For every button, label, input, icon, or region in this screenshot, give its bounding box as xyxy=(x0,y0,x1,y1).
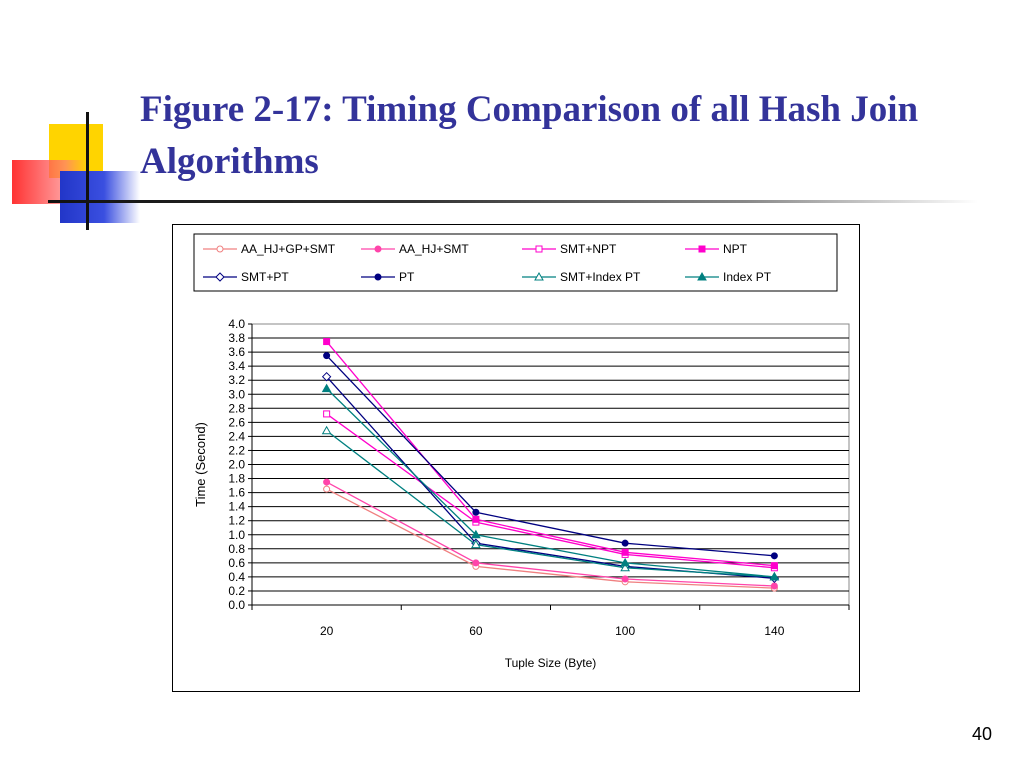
legend-marker xyxy=(216,245,224,253)
data-point xyxy=(323,338,331,346)
data-point xyxy=(321,425,332,435)
data-point xyxy=(321,383,332,393)
data-point xyxy=(323,478,331,486)
y-tick-label: 3.0 xyxy=(228,387,245,401)
data-point xyxy=(471,529,481,539)
y-tick-label: 2.8 xyxy=(228,401,245,415)
legend-label: SMT+PT xyxy=(241,270,289,284)
data-point xyxy=(620,557,630,567)
y-tick-label: 1.6 xyxy=(228,486,245,500)
x-tick-label: 100 xyxy=(615,624,635,638)
x-tick-label: 140 xyxy=(764,624,784,638)
data-point xyxy=(472,515,480,523)
data-point xyxy=(323,485,331,493)
legend-label: Index PT xyxy=(723,270,772,284)
series-line xyxy=(326,488,775,589)
series-line xyxy=(326,341,775,567)
y-tick-label: 2.2 xyxy=(228,443,245,457)
legend-label: NPT xyxy=(723,242,748,256)
data-point xyxy=(620,562,630,572)
series-line xyxy=(326,481,775,587)
page-number: 40 xyxy=(971,724,992,744)
y-tick-label: 4.0 xyxy=(228,317,245,331)
y-tick-label: 1.4 xyxy=(228,500,245,514)
data-point xyxy=(770,562,778,570)
legend-label: SMT+Index PT xyxy=(560,270,641,284)
data-point xyxy=(769,571,780,581)
y-tick-label: 0.0 xyxy=(228,598,245,612)
decor-vertical-line xyxy=(86,112,89,230)
y-tick-label: 3.4 xyxy=(228,359,245,373)
legend-marker xyxy=(215,272,225,282)
legend-marker xyxy=(534,271,544,281)
data-point xyxy=(321,371,332,382)
x-tick-label: 20 xyxy=(320,624,334,638)
legend-label: AA_HJ+SMT xyxy=(399,242,469,256)
decor-horizontal-rule xyxy=(48,200,978,203)
data-point xyxy=(621,548,629,556)
data-point xyxy=(471,539,481,549)
line-chart: AA_HJ+GP+SMT AA_HJ+SMT SMT+NPT NPT SMT+PT PT S… xyxy=(193,233,850,670)
data-point xyxy=(323,352,331,360)
data-point xyxy=(621,575,629,583)
y-tick-label: 3.2 xyxy=(228,373,245,387)
legend-marker xyxy=(697,271,707,281)
y-axis-label: Time (Second) xyxy=(193,422,208,507)
legend-label: AA_HJ+GP+SMT xyxy=(241,242,336,256)
y-tick-label: 2.4 xyxy=(228,429,245,443)
legend-label: PT xyxy=(399,270,415,284)
chart-frame: AA_HJ+GP+SMT AA_HJ+SMT SMT+NPT NPT SMT+PT PT S… xyxy=(172,224,860,692)
series-line xyxy=(326,355,775,557)
legend-marker xyxy=(374,245,382,253)
y-tick-label: 0.2 xyxy=(228,584,245,598)
slide-title: Figure 2-17: Timing Comparison of all Ha… xyxy=(140,89,919,182)
y-tick-label: 0.8 xyxy=(228,542,245,556)
y-tick-label: 1.8 xyxy=(228,472,245,486)
y-tick-label: 0.6 xyxy=(228,556,245,570)
decor-blue-bar xyxy=(60,171,140,223)
legend-box xyxy=(193,233,838,292)
y-tick-label: 2.6 xyxy=(228,415,245,429)
series-line xyxy=(326,388,775,578)
legend-marker xyxy=(374,273,382,281)
legend-label: SMT+NPT xyxy=(560,242,617,256)
data-point xyxy=(472,508,480,516)
y-tick-label: 2.0 xyxy=(228,458,245,472)
data-point xyxy=(621,539,629,547)
data-point xyxy=(323,410,331,418)
y-tick-label: 1.0 xyxy=(228,528,245,542)
data-point xyxy=(770,582,778,590)
y-tick-label: 1.2 xyxy=(228,514,245,528)
series-line xyxy=(326,413,775,569)
y-tick-label: 3.8 xyxy=(228,331,245,345)
series-line xyxy=(326,430,775,578)
x-axis-label: Tuple Size (Byte) xyxy=(505,656,597,670)
legend-marker xyxy=(698,245,706,253)
data-point xyxy=(472,559,480,567)
data-point xyxy=(770,552,778,560)
x-tick-label: 60 xyxy=(469,624,483,638)
y-tick-label: 0.4 xyxy=(228,570,245,584)
y-tick-label: 3.6 xyxy=(228,345,245,359)
legend-marker xyxy=(535,245,543,253)
